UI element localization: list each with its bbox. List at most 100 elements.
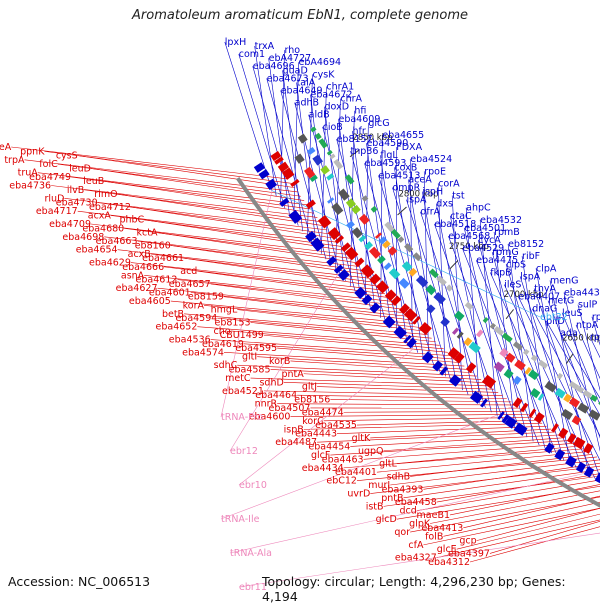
gene-label-red[interactable]: gcp [459, 536, 476, 547]
gene-block [435, 364, 440, 368]
gene-label-red[interactable]: ilvB [67, 185, 84, 196]
gene-label-red[interactable]: eba4654 [76, 245, 118, 256]
gene-label-blue[interactable]: com1 [239, 49, 265, 60]
gene-label-red[interactable]: eba4717 [36, 206, 78, 217]
gene-label-blue[interactable]: cysK [312, 69, 335, 80]
gene-label-blue[interactable]: ileS [504, 279, 521, 290]
gene-label-red[interactable]: metC [225, 373, 251, 384]
gene-block [506, 372, 512, 376]
leader-line [457, 496, 600, 549]
gene-label-pink[interactable]: tRNA-Ala [230, 548, 272, 559]
gene-label-red[interactable]: greA [0, 142, 12, 153]
gene-block [386, 265, 389, 268]
gene-label-pink[interactable]: ebr12 [230, 446, 258, 457]
gene-block [554, 427, 557, 429]
gene-block [422, 325, 429, 331]
gene-block [341, 191, 347, 199]
gene-label-red[interactable]: gltL [379, 459, 397, 470]
gene-block [262, 172, 266, 177]
gene-block [443, 320, 448, 324]
gene-block [411, 270, 415, 274]
gene-block [407, 311, 414, 318]
gene-label-red[interactable]: acd [180, 266, 197, 277]
gene-label-pink[interactable]: ebr10 [239, 480, 267, 491]
gene-label-red[interactable]: korA [183, 300, 205, 311]
gene-block [347, 176, 353, 183]
gene-block [507, 420, 515, 425]
gene-label-red[interactable]: glcD [376, 514, 397, 525]
gene-label-red[interactable]: leuD [69, 163, 91, 174]
leader-line [344, 411, 525, 412]
gene-block [362, 216, 368, 222]
gene-block [312, 128, 314, 131]
gene-label-highlight[interactable]: ebt32 [540, 312, 568, 323]
gene-block [495, 328, 502, 334]
gene-block [373, 208, 376, 212]
gene-label-blue[interactable]: ntpA [576, 320, 599, 331]
gene-label-pink[interactable]: tRNA-Pro [221, 412, 263, 423]
gene-label-red[interactable]: eba4574 [182, 347, 224, 358]
gene-label-red[interactable]: istB [366, 501, 384, 512]
gene-label-blue[interactable]: lpxH [225, 37, 246, 48]
gene-block [507, 355, 513, 360]
gene-block [532, 357, 536, 360]
gene-label-red[interactable]: leuB [83, 176, 104, 187]
gene-label-blue[interactable]: glcG [368, 118, 389, 129]
gene-label-red[interactable]: gltJ [302, 382, 317, 393]
gene-label-red[interactable]: gltK [352, 433, 371, 444]
gene-block [557, 391, 564, 396]
gene-label-blue[interactable]: fkpB [490, 267, 511, 278]
gene-label-red[interactable]: uvrD [347, 489, 370, 500]
gene-label-pink[interactable]: tRNA-Ile [221, 514, 260, 525]
gene-block [292, 213, 299, 222]
gene-label-red[interactable]: qor [394, 527, 410, 538]
gene-label-blue[interactable]: dfrA [420, 207, 440, 218]
gene-label-blue[interactable]: FDXA [396, 142, 422, 153]
gene-block [344, 245, 347, 249]
gene-label-red[interactable]: korB [269, 356, 290, 367]
gene-block [578, 388, 583, 391]
gene-label-red[interactable]: eba4652 [156, 322, 198, 333]
gene-label-blue[interactable]: aldB [309, 110, 330, 121]
gene-label-red[interactable]: gltI [242, 352, 257, 363]
gene-label-red[interactable]: folC [39, 159, 58, 170]
gene-block [307, 169, 313, 177]
gene-label-red[interactable]: kctA [137, 228, 158, 239]
scale-tick [450, 260, 458, 269]
gene-label-red[interactable]: folB [425, 531, 443, 542]
gene-label-red[interactable]: acxA [88, 210, 112, 221]
gene-label-red[interactable]: dcd [400, 506, 417, 517]
gene-label-red[interactable]: eba4312 [428, 557, 470, 568]
gene-label-blue[interactable]: ada [560, 328, 578, 339]
gene-label-red[interactable]: pntA [281, 369, 304, 380]
gene-label-blue[interactable]: tnp36 [351, 146, 379, 157]
gene-label-red[interactable]: eba4605 [129, 296, 171, 307]
gene-block [485, 378, 494, 385]
gene-block [478, 332, 481, 335]
gene-label-red[interactable]: trpA [4, 155, 25, 166]
gene-label-blue[interactable]: ispA [406, 195, 427, 206]
gene-block [504, 418, 507, 420]
gene-label-blue[interactable]: rpsU [590, 332, 600, 343]
gene-label-red[interactable]: cfA [408, 540, 424, 551]
gene-block [574, 418, 580, 422]
gene-label-blue[interactable]: tst [452, 191, 465, 202]
gene-block [401, 280, 407, 286]
gene-block [334, 205, 341, 213]
gene-label-red[interactable]: ebC12 [326, 476, 357, 487]
gene-label-red[interactable]: rimO [94, 189, 117, 200]
gene-block [361, 237, 364, 240]
gene-label-red[interactable]: eba4736 [9, 181, 51, 192]
gene-label-blue[interactable]: adhB [295, 98, 319, 109]
gene-label-blue[interactable]: lspA [520, 271, 541, 282]
gene-block [590, 412, 599, 417]
gene-label-red[interactable]: cysS [56, 151, 78, 162]
gene-block [335, 160, 341, 168]
gene-label-blue[interactable]: cioB [323, 122, 343, 133]
gene-block [283, 201, 286, 205]
gene-block [515, 379, 520, 382]
gene-block [402, 307, 407, 311]
gene-label-blue[interactable]: ompR [392, 182, 420, 193]
accession-label: Accession: NC_006513 [8, 574, 150, 589]
